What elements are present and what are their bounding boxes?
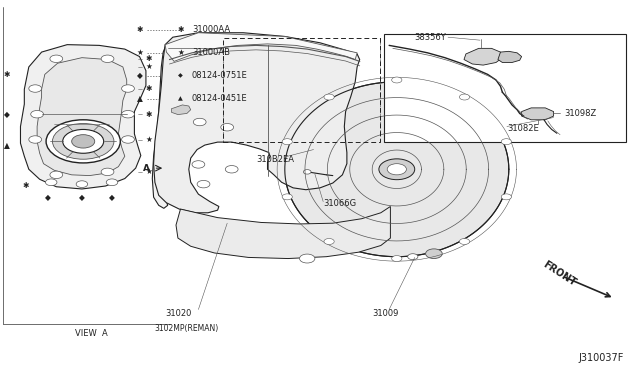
Text: ✱: ✱ bbox=[145, 84, 152, 93]
Circle shape bbox=[101, 55, 114, 62]
Polygon shape bbox=[37, 58, 127, 176]
Circle shape bbox=[282, 139, 292, 145]
Polygon shape bbox=[165, 33, 357, 61]
Circle shape bbox=[76, 181, 88, 187]
Circle shape bbox=[221, 124, 234, 131]
Polygon shape bbox=[285, 82, 509, 257]
Polygon shape bbox=[464, 48, 502, 65]
Text: 31000AB: 31000AB bbox=[192, 48, 230, 57]
Circle shape bbox=[50, 171, 63, 179]
Circle shape bbox=[63, 129, 104, 153]
Circle shape bbox=[52, 124, 114, 159]
Circle shape bbox=[122, 85, 134, 92]
Circle shape bbox=[460, 94, 470, 100]
Circle shape bbox=[122, 110, 134, 118]
Circle shape bbox=[408, 254, 418, 260]
Circle shape bbox=[29, 85, 42, 92]
Text: ◆: ◆ bbox=[45, 193, 51, 202]
Text: ★: ★ bbox=[145, 135, 152, 144]
Circle shape bbox=[392, 77, 402, 83]
Circle shape bbox=[45, 179, 57, 186]
Polygon shape bbox=[20, 45, 146, 189]
Text: ✱: ✱ bbox=[145, 54, 152, 63]
Text: 31020: 31020 bbox=[165, 309, 191, 318]
Text: A: A bbox=[143, 164, 150, 173]
Text: ★: ★ bbox=[177, 48, 184, 57]
Text: ◆: ◆ bbox=[178, 73, 183, 78]
Text: ✱: ✱ bbox=[145, 110, 152, 119]
Polygon shape bbox=[176, 206, 390, 259]
Polygon shape bbox=[522, 108, 554, 120]
Text: 3102MP(REMAN): 3102MP(REMAN) bbox=[155, 324, 219, 333]
Polygon shape bbox=[498, 51, 522, 62]
Circle shape bbox=[387, 164, 406, 175]
Text: ▲: ▲ bbox=[136, 94, 143, 103]
Polygon shape bbox=[152, 37, 211, 208]
Text: ✱: ✱ bbox=[4, 70, 10, 79]
Bar bbox=[384, 34, 626, 142]
Text: ▲: ▲ bbox=[178, 96, 183, 102]
Circle shape bbox=[379, 159, 415, 180]
Text: ★: ★ bbox=[145, 167, 152, 176]
Circle shape bbox=[46, 120, 120, 163]
Text: 31009: 31009 bbox=[372, 309, 399, 318]
Polygon shape bbox=[172, 105, 191, 115]
Text: 310B2EA: 310B2EA bbox=[256, 155, 294, 164]
Circle shape bbox=[173, 94, 188, 103]
Text: ▲: ▲ bbox=[4, 141, 10, 150]
Circle shape bbox=[460, 238, 470, 244]
Circle shape bbox=[324, 94, 334, 100]
Circle shape bbox=[192, 161, 205, 168]
Circle shape bbox=[501, 139, 511, 145]
Text: J310037F: J310037F bbox=[579, 353, 624, 363]
Circle shape bbox=[29, 136, 42, 143]
Text: 38356Y: 38356Y bbox=[415, 33, 447, 42]
Polygon shape bbox=[154, 33, 360, 213]
Circle shape bbox=[72, 135, 95, 148]
Text: ✱: ✱ bbox=[177, 25, 184, 34]
Circle shape bbox=[300, 254, 315, 263]
Text: VIEW  A: VIEW A bbox=[75, 329, 108, 338]
Text: ◆: ◆ bbox=[136, 71, 143, 80]
Text: 31098Z: 31098Z bbox=[564, 109, 596, 118]
Circle shape bbox=[282, 194, 292, 200]
Circle shape bbox=[426, 249, 442, 259]
Text: ◆: ◆ bbox=[109, 193, 115, 202]
Text: ◆: ◆ bbox=[79, 193, 85, 202]
Circle shape bbox=[106, 179, 118, 186]
Text: 31082E: 31082E bbox=[507, 124, 539, 133]
Circle shape bbox=[122, 136, 134, 143]
Circle shape bbox=[392, 256, 402, 262]
Circle shape bbox=[501, 194, 511, 200]
Circle shape bbox=[50, 55, 63, 62]
Text: FRONT: FRONT bbox=[541, 259, 577, 288]
Circle shape bbox=[197, 180, 210, 188]
Text: ✱: ✱ bbox=[22, 182, 29, 190]
Circle shape bbox=[193, 118, 206, 126]
Text: ✱: ✱ bbox=[136, 25, 143, 34]
Circle shape bbox=[31, 110, 44, 118]
Circle shape bbox=[225, 166, 238, 173]
Text: ★: ★ bbox=[145, 62, 152, 71]
Text: 08124-0751E: 08124-0751E bbox=[192, 71, 248, 80]
Circle shape bbox=[173, 71, 188, 80]
Text: 08124-0451E: 08124-0451E bbox=[192, 94, 248, 103]
Circle shape bbox=[324, 238, 334, 244]
Text: 31066G: 31066G bbox=[323, 199, 356, 208]
Bar bbox=[223, 38, 380, 142]
Text: ◆: ◆ bbox=[4, 110, 10, 119]
Text: 31000AA: 31000AA bbox=[192, 25, 230, 34]
Circle shape bbox=[101, 168, 114, 176]
Circle shape bbox=[303, 170, 311, 174]
Text: ★: ★ bbox=[136, 48, 143, 57]
